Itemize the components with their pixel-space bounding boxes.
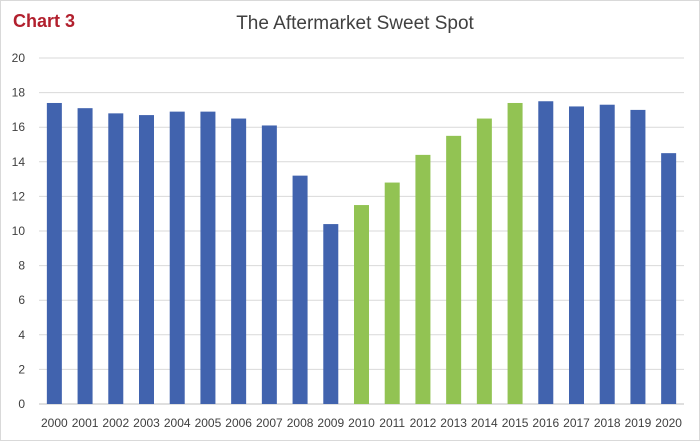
y-tick-label: 18: [12, 86, 26, 100]
bar-2019: [630, 109, 646, 405]
x-tick-label: 2006: [225, 416, 252, 430]
x-tick-label: 2014: [471, 416, 498, 430]
bar-2000: [46, 102, 62, 404]
x-tick-label: 2000: [41, 416, 68, 430]
chart-title: The Aftermarket Sweet Spot: [236, 13, 474, 34]
x-tick-label: 2020: [655, 416, 682, 430]
x-tick-label: 2004: [164, 416, 191, 430]
bar-2014: [476, 118, 492, 405]
x-tick-label: 2002: [102, 416, 129, 430]
x-tick-label: 2009: [317, 416, 344, 430]
x-tick-label: 2005: [195, 416, 222, 430]
x-tick-label: 2015: [502, 416, 529, 430]
y-tick-label: 12: [12, 189, 26, 203]
bar-2010: [354, 205, 369, 404]
bar-2016: [538, 101, 554, 404]
y-tick-label: 6: [18, 293, 25, 307]
x-tick-label: 2001: [72, 416, 99, 430]
bar-2004: [169, 111, 185, 404]
y-tick-label: 4: [18, 328, 25, 342]
bar-2017: [569, 106, 584, 404]
bar-2013: [446, 135, 462, 404]
x-tick-label: 2018: [594, 416, 621, 430]
bar-2001: [77, 108, 93, 405]
y-tick-label: 2: [18, 362, 25, 376]
x-tick-label: 2017: [563, 416, 590, 430]
x-tick-label: 2008: [287, 416, 314, 430]
bar-2006: [231, 118, 247, 405]
bar-2007: [261, 125, 277, 404]
x-tick-label: 2019: [625, 416, 652, 430]
chart-number-label: Chart 3: [13, 11, 76, 31]
x-axis-ticks: 2000 2001 2002 2003 2004 2005 2006 2007 2008 2009…: [41, 416, 682, 430]
x-tick-label: 2010: [348, 416, 375, 430]
x-tick-label: 2012: [410, 416, 437, 430]
x-tick-label: 2007: [256, 416, 283, 430]
y-tick-label: 0: [18, 397, 25, 411]
bar-2003: [139, 115, 154, 404]
bar-2005: [200, 111, 216, 404]
x-tick-label: 2016: [532, 416, 559, 430]
x-tick-label: 2011: [379, 416, 405, 430]
bar-2012: [415, 154, 431, 404]
bar-2009: [323, 224, 339, 404]
y-tick-label: 14: [12, 155, 26, 169]
y-tick-label: 20: [12, 51, 26, 65]
bar-2020: [661, 153, 677, 404]
y-tick-label: 10: [12, 224, 26, 238]
bar-2015: [507, 102, 523, 404]
y-tick-label: 16: [12, 120, 26, 134]
x-tick-label: 2003: [133, 416, 160, 430]
x-tick-label: 2013: [440, 416, 467, 430]
bar-2002: [108, 113, 124, 405]
bar-2018: [599, 104, 615, 405]
y-tick-label: 8: [18, 259, 25, 273]
y-axis-ticks: 0 2 4 6 8 10 12 14 16 18 20: [12, 51, 26, 411]
bars: [46, 101, 677, 405]
bar-2011: [384, 182, 400, 404]
bar-2008: [292, 175, 308, 404]
